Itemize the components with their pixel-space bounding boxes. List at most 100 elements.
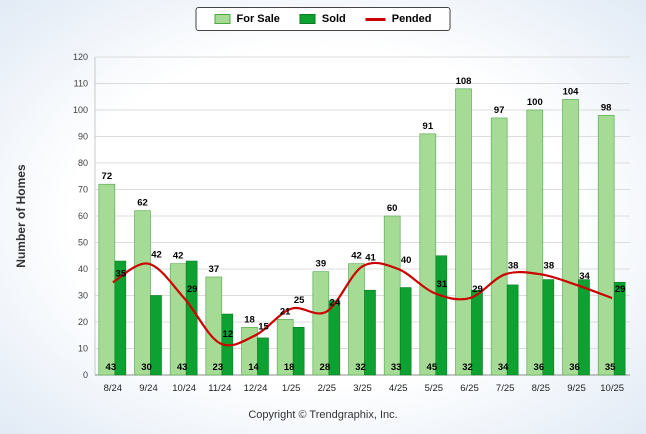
for-sale-bar [169, 263, 187, 376]
legend-item-for-sale: For Sale [214, 13, 280, 25]
sold-bar [471, 289, 483, 376]
for-sale-bar [490, 117, 508, 376]
for-sale-bar [205, 276, 223, 376]
y-tick-label: 40 [78, 264, 88, 274]
x-tick-label: 10/24 [172, 383, 196, 394]
pended-value-label: 35 [116, 268, 127, 279]
pended-value-label: 42 [151, 250, 162, 261]
sold-bar [292, 326, 305, 376]
y-tick-label: 110 [74, 79, 88, 89]
x-tick-label: 3/25 [353, 383, 372, 394]
sold-value-label: 30 [141, 362, 152, 373]
pended-value-label: 15 [258, 321, 269, 332]
pended-value-label: 38 [508, 260, 519, 271]
legend-item-pended: Pended [365, 13, 432, 25]
sold-value-label: 18 [284, 362, 295, 373]
sold-bar [613, 281, 626, 376]
x-tick-label: 6/25 [460, 383, 479, 394]
x-tick-label: 4/25 [389, 383, 408, 394]
for-sale-value-label: 98 [601, 102, 612, 113]
pended-swatch-icon [365, 17, 386, 21]
for-sale-value-label: 72 [102, 171, 113, 182]
sold-value-label: 14 [248, 362, 259, 373]
sold-value-label: 43 [106, 362, 117, 373]
for-sale-bar [526, 109, 544, 376]
sold-bar [257, 337, 269, 376]
for-sale-value-label: 39 [316, 259, 327, 270]
for-sale-value-label: 62 [137, 198, 148, 209]
y-tick-label: 30 [78, 291, 88, 301]
y-tick-label: 10 [78, 344, 88, 354]
for-sale-value-label: 104 [563, 86, 580, 97]
y-tick-label: 90 [78, 132, 88, 142]
for-sale-value-label: 100 [527, 97, 543, 108]
pended-value-label: 31 [437, 279, 448, 290]
for-sale-value-label: 37 [209, 264, 220, 275]
copyright-text: Copyright © Trendgraphix, Inc. [248, 409, 398, 421]
for-sale-bar [562, 99, 579, 376]
y-tick-label: 20 [78, 317, 88, 327]
x-tick-label: 1/25 [282, 383, 301, 394]
y-tick-label: 50 [78, 238, 88, 248]
sold-value-label: 32 [462, 362, 473, 373]
sold-value-label: 33 [391, 362, 402, 373]
for-sale-swatch-icon [214, 14, 231, 24]
sold-value-label: 23 [213, 362, 224, 373]
for-sale-bar [134, 210, 151, 376]
sold-value-label: 43 [177, 362, 188, 373]
for-sale-bar [98, 183, 116, 376]
sold-bar [114, 260, 127, 376]
sold-bar [578, 279, 590, 376]
for-sale-bar [597, 115, 615, 376]
x-tick-label: 8/24 [104, 383, 123, 394]
sold-bar [399, 287, 412, 376]
sold-value-label: 32 [355, 362, 366, 373]
pended-value-label: 24 [330, 297, 341, 308]
pended-value-label: 12 [223, 329, 234, 340]
y-tick-label: 60 [78, 211, 88, 221]
pended-value-label: 40 [401, 255, 412, 266]
x-tick-label: 5/25 [425, 383, 444, 394]
y-tick-label: 100 [73, 105, 88, 115]
legend-label-pended: Pended [391, 13, 432, 25]
sold-bar [542, 279, 555, 376]
legend-label-sold: Sold [321, 13, 346, 25]
legend-item-sold: Sold [299, 13, 346, 25]
for-sale-value-label: 97 [494, 105, 505, 116]
pended-line [112, 261, 613, 347]
sold-bar [150, 295, 162, 376]
for-sale-value-label: 21 [280, 306, 291, 317]
for-sale-value-label: 108 [456, 76, 472, 87]
sold-bar [185, 260, 198, 376]
legend: For Sale Sold Pended [195, 7, 451, 31]
for-sale-bar [312, 271, 330, 376]
for-sale-value-label: 42 [173, 251, 184, 262]
sold-bar [435, 255, 448, 376]
sold-value-label: 34 [498, 362, 509, 373]
for-sale-value-label: 91 [423, 121, 434, 132]
x-tick-label: 7/25 [496, 383, 515, 394]
pended-value-label: 38 [544, 260, 555, 271]
for-sale-bar [419, 133, 437, 376]
sold-bar [364, 289, 376, 376]
y-tick-label: 120 [73, 52, 88, 62]
x-tick-label: 9/24 [139, 383, 158, 394]
sold-bar [506, 284, 519, 376]
sold-value-label: 36 [569, 362, 580, 373]
for-sale-value-label: 60 [387, 203, 398, 214]
y-tick-label: 0 [83, 370, 88, 380]
x-tick-label: 8/25 [532, 383, 551, 394]
for-sale-value-label: 42 [351, 251, 362, 262]
sold-value-label: 35 [605, 362, 616, 373]
x-tick-label: 10/25 [600, 383, 624, 394]
x-tick-label: 9/25 [567, 383, 586, 394]
x-tick-label: 11/24 [208, 383, 231, 394]
sold-bar [328, 300, 341, 376]
pended-value-label: 29 [187, 284, 198, 295]
y-tick-label: 70 [78, 185, 88, 195]
for-sale-value-label: 18 [244, 314, 255, 325]
y-tick-label: 80 [78, 158, 88, 168]
sold-value-label: 28 [320, 362, 331, 373]
